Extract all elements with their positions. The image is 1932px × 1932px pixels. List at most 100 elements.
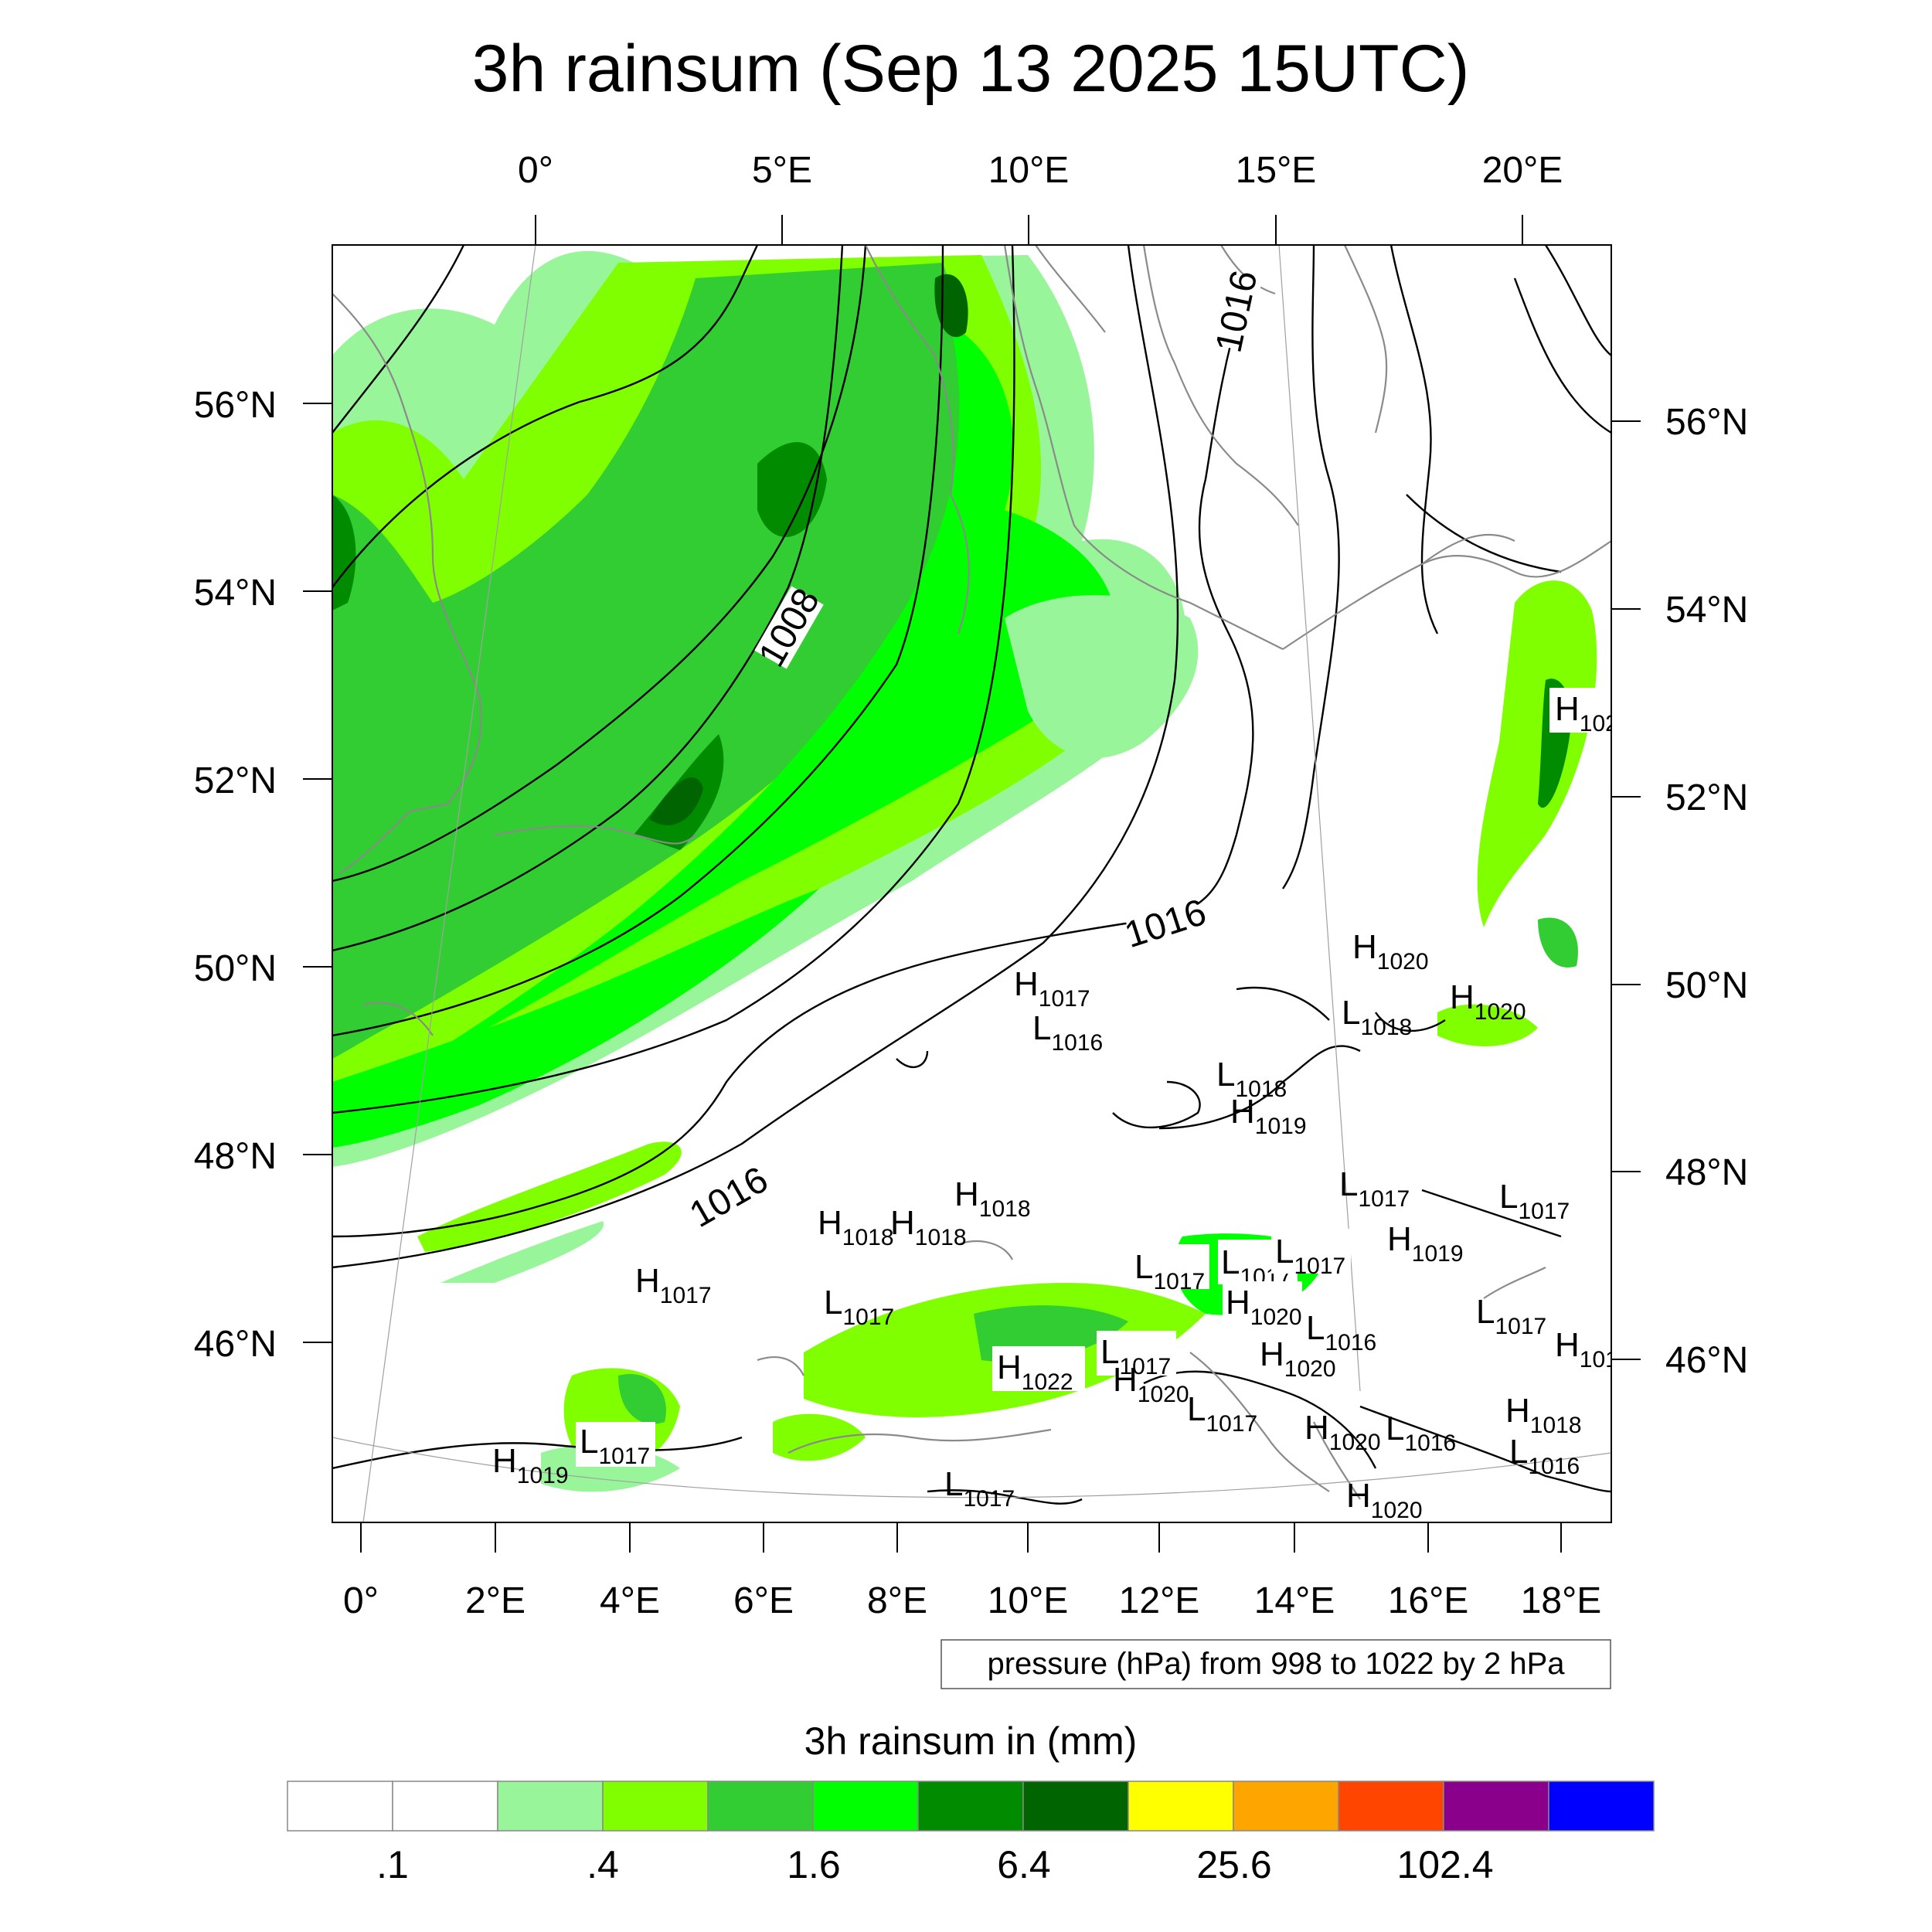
left-lat-label: 52°N: [194, 760, 277, 801]
pressure-center-boxed: H1022: [1549, 688, 1631, 736]
svg-text:1016: 1016: [1120, 892, 1211, 956]
bottom-lon-label: 4°E: [600, 1580, 660, 1621]
pressure-center: H1020: [1113, 1361, 1189, 1407]
colorbar-swatch: [1443, 1781, 1549, 1832]
top-lon-label: 15°E: [1236, 150, 1317, 191]
top-lon-label: 5°E: [752, 150, 812, 191]
svg-text:L1017: L1017: [580, 1423, 650, 1469]
svg-text:H1022: H1022: [997, 1349, 1073, 1395]
colorbar-label: 102.4: [1396, 1843, 1493, 1886]
colorbar-swatch: [287, 1781, 393, 1832]
right-lat-label: 48°N: [1665, 1152, 1748, 1193]
pressure-center: L1017: [1187, 1390, 1257, 1437]
svg-text:H1022: H1022: [1555, 690, 1631, 736]
pressure-center-boxed: L1017: [576, 1422, 655, 1469]
map-frame: [332, 244, 1612, 1523]
bottom-lon-label: 6°E: [733, 1580, 794, 1621]
bottom-lon-label: 0°: [343, 1580, 379, 1621]
pressure-center: L1018: [1216, 1056, 1287, 1102]
pressure-center: H1020: [1304, 1409, 1381, 1455]
pressure-center: L1018: [1342, 994, 1412, 1040]
colorbar-title: 3h rainsum in (mm): [804, 1719, 1138, 1763]
right-lat-label: 56°N: [1665, 402, 1748, 443]
colorbar-swatch: [1128, 1781, 1234, 1832]
left-latitude-axis: [303, 403, 332, 1343]
pressure-center: L1017: [1339, 1165, 1410, 1212]
colorbar-label: .1: [376, 1843, 409, 1886]
colorbar-label: .4: [587, 1843, 619, 1886]
left-lat-label: 50°N: [194, 948, 277, 989]
precip-field-main-band: [332, 250, 1186, 1168]
bottom-lon-label: 8°E: [867, 1580, 927, 1621]
graticule: [332, 245, 1611, 1522]
coastlines-borders: [332, 245, 1611, 1500]
pressure-center: L1016: [1306, 1309, 1376, 1355]
bottom-lon-label: 18°E: [1521, 1580, 1602, 1621]
svg-text:L1017: L1017: [1275, 1233, 1345, 1279]
colorbar-swatch: [602, 1781, 709, 1832]
colorbar-swatch: [917, 1781, 1024, 1832]
pressure-center: H1020: [1352, 928, 1429, 975]
colorbar-swatch: [1022, 1781, 1129, 1832]
right-lat-label: 50°N: [1665, 965, 1748, 1006]
colorbar: [287, 1781, 1655, 1832]
pressure-center: L1017: [1499, 1178, 1570, 1224]
colorbar-label: 1.6: [787, 1843, 841, 1886]
pressure-center: H1020: [1450, 978, 1526, 1025]
pressure-centers: H1020 H1017 L1016 L1018 H1020 L1018 H101…: [492, 688, 1631, 1523]
isobar-label-1016-north: 1016: [1208, 267, 1265, 355]
svg-text:H1020: H1020: [1226, 1284, 1302, 1330]
colorbar-swatch: [707, 1781, 814, 1832]
pressure-center: L1016: [1509, 1433, 1580, 1479]
svg-text:L1017: L1017: [1134, 1248, 1205, 1294]
isobar-label-1016-west: 1016: [683, 1159, 775, 1236]
pressure-center: L1016: [1032, 1009, 1103, 1056]
pressure-center: H1019: [1230, 1093, 1307, 1139]
colorbar-label: 25.6: [1196, 1843, 1271, 1886]
right-lat-label: 46°N: [1665, 1340, 1748, 1381]
figure-title: 3h rainsum (Sep 13 2025 15UTC): [472, 32, 1470, 106]
pressure-center: H1018: [818, 1204, 894, 1250]
right-lat-label: 52°N: [1665, 777, 1748, 818]
pressure-center: H1018: [1555, 1326, 1631, 1372]
top-longitude-axis: [535, 215, 1523, 245]
pressure-center: H1017: [1014, 965, 1090, 1012]
colorbar-label: 6.4: [997, 1843, 1051, 1886]
svg-text:1016: 1016: [1208, 267, 1265, 355]
right-lat-label: 54°N: [1665, 590, 1748, 631]
colorbar-swatch: [1338, 1781, 1444, 1832]
colorbar-swatch: [392, 1781, 498, 1832]
isobar-label-1016-east: 1016: [1120, 892, 1211, 956]
right-latitude-axis: [1611, 420, 1641, 1360]
bottom-lon-label: 2°E: [465, 1580, 526, 1621]
bottom-lon-label: 16°E: [1388, 1580, 1469, 1621]
pressure-center-boxed: H1022: [992, 1346, 1085, 1395]
pressure-center-boxed: H1020: [1223, 1281, 1302, 1330]
top-lon-label: 0°: [518, 150, 553, 191]
pressure-center: H1020: [1346, 1477, 1423, 1523]
colorbar-swatch: [1233, 1781, 1339, 1832]
pressure-info-text: pressure (hPa) from 998 to 1022 by 2 hPa: [987, 1647, 1565, 1681]
pressure-center: L1017: [1476, 1293, 1546, 1339]
colorbar-swatch: [812, 1781, 919, 1832]
colorbar-swatch: [1548, 1781, 1655, 1832]
left-lat-label: 46°N: [194, 1324, 277, 1365]
pressure-info-box: pressure (hPa) from 998 to 1022 by 2 hPa: [940, 1639, 1611, 1689]
pressure-center: H1018: [890, 1204, 967, 1250]
bottom-longitude-axis: [360, 1522, 1562, 1553]
isobar-lines: [332, 245, 1611, 1505]
bottom-lon-label: 12°E: [1119, 1580, 1200, 1621]
top-lon-label: 20°E: [1482, 150, 1563, 191]
top-lon-label: 10°E: [988, 150, 1070, 191]
bottom-lon-label: 14°E: [1254, 1580, 1335, 1621]
pressure-center: H1018: [954, 1175, 1031, 1222]
pressure-center: H1019: [1387, 1220, 1464, 1267]
map-panel: 1008 1016 1016 1016 H1020 H1017 L1016 L1…: [332, 245, 1631, 1523]
pressure-center-boxed: L1017: [1097, 1331, 1176, 1379]
pressure-center: H1017: [635, 1262, 712, 1308]
bottom-lon-label: 10°E: [988, 1580, 1069, 1621]
pressure-center: L1017: [824, 1284, 894, 1330]
pressure-center-boxed: L1017: [1130, 1244, 1209, 1294]
svg-text:1016: 1016: [683, 1159, 775, 1236]
